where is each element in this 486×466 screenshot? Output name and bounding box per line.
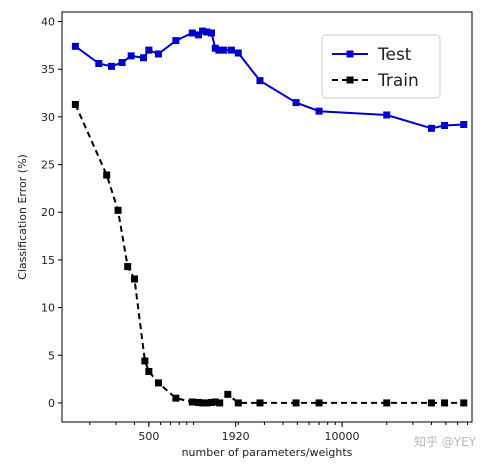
x-axis-label: number of parameters/weights bbox=[182, 446, 353, 459]
test-point bbox=[118, 59, 126, 67]
y-tick-label: 5 bbox=[48, 349, 55, 362]
train-point bbox=[130, 275, 138, 283]
test-point bbox=[460, 121, 468, 129]
train-point bbox=[315, 399, 323, 407]
y-tick-label: 30 bbox=[41, 111, 55, 124]
test-point bbox=[203, 28, 211, 36]
test-point bbox=[71, 42, 79, 50]
test-point bbox=[427, 124, 435, 132]
train-point bbox=[103, 171, 111, 179]
train-point bbox=[207, 398, 215, 406]
legend-train-marker bbox=[346, 76, 354, 84]
plot-frame bbox=[61, 11, 473, 423]
legend-test-label: Test bbox=[377, 45, 412, 65]
train-point bbox=[203, 399, 211, 407]
train-point bbox=[256, 399, 264, 407]
x-axis-ticks: 500 1920 10000 bbox=[89, 422, 469, 443]
series-layer bbox=[71, 27, 468, 407]
test-point bbox=[315, 107, 323, 115]
train-series-line bbox=[74, 104, 464, 404]
y-tick-label: 0 bbox=[48, 397, 55, 410]
test-point bbox=[107, 62, 115, 70]
train-point bbox=[154, 379, 162, 387]
test-point bbox=[95, 59, 103, 67]
test-point bbox=[195, 31, 203, 39]
y-tick-label: 20 bbox=[41, 206, 55, 219]
train-point bbox=[216, 399, 224, 407]
train-point bbox=[172, 394, 180, 402]
watermark: 知乎 @YEY bbox=[414, 435, 477, 449]
train-point bbox=[292, 399, 300, 407]
y-tick-label: 35 bbox=[41, 63, 55, 76]
test-point bbox=[172, 37, 180, 45]
train-point bbox=[234, 399, 242, 407]
y-axis-label: Classification Error (%) bbox=[16, 154, 29, 280]
train-point bbox=[114, 206, 122, 214]
train-point bbox=[199, 399, 207, 407]
test-point bbox=[227, 46, 235, 54]
y-tick-label: 15 bbox=[41, 254, 55, 267]
legend: Test Train bbox=[321, 34, 441, 99]
train-point bbox=[141, 357, 149, 365]
test-point bbox=[256, 77, 264, 85]
x-tick-label: 10000 bbox=[325, 430, 360, 443]
train-point bbox=[211, 398, 219, 406]
test-point bbox=[207, 29, 215, 37]
train-point bbox=[224, 390, 232, 398]
test-point bbox=[215, 46, 223, 54]
test-point bbox=[292, 99, 300, 107]
train-point bbox=[188, 398, 196, 406]
test-point bbox=[199, 27, 207, 35]
train-point bbox=[427, 399, 435, 407]
test-point bbox=[211, 44, 219, 52]
train-point bbox=[383, 399, 391, 407]
test-point bbox=[154, 50, 162, 58]
test-point bbox=[188, 29, 196, 37]
y-axis-ticks: 0 5 10 15 20 25 30 35 40 bbox=[41, 16, 62, 410]
y-tick-label: 10 bbox=[41, 302, 55, 315]
legend-test-marker bbox=[346, 50, 354, 58]
train-point bbox=[145, 367, 153, 375]
train-point bbox=[441, 399, 449, 407]
y-tick-label: 25 bbox=[41, 159, 55, 172]
train-point bbox=[124, 263, 132, 271]
x-tick-label: 1920 bbox=[222, 430, 250, 443]
train-point bbox=[460, 399, 468, 407]
test-point bbox=[234, 49, 242, 57]
test-point bbox=[127, 52, 135, 60]
x-tick-label: 500 bbox=[138, 430, 159, 443]
legend-train-label: Train bbox=[377, 71, 419, 91]
test-point bbox=[383, 111, 391, 119]
test-point bbox=[139, 54, 147, 62]
train-point bbox=[195, 398, 203, 406]
test-point bbox=[441, 121, 449, 129]
y-tick-label: 40 bbox=[41, 16, 55, 29]
test-point bbox=[145, 46, 153, 54]
test-point bbox=[220, 46, 228, 54]
train-point bbox=[71, 100, 79, 108]
